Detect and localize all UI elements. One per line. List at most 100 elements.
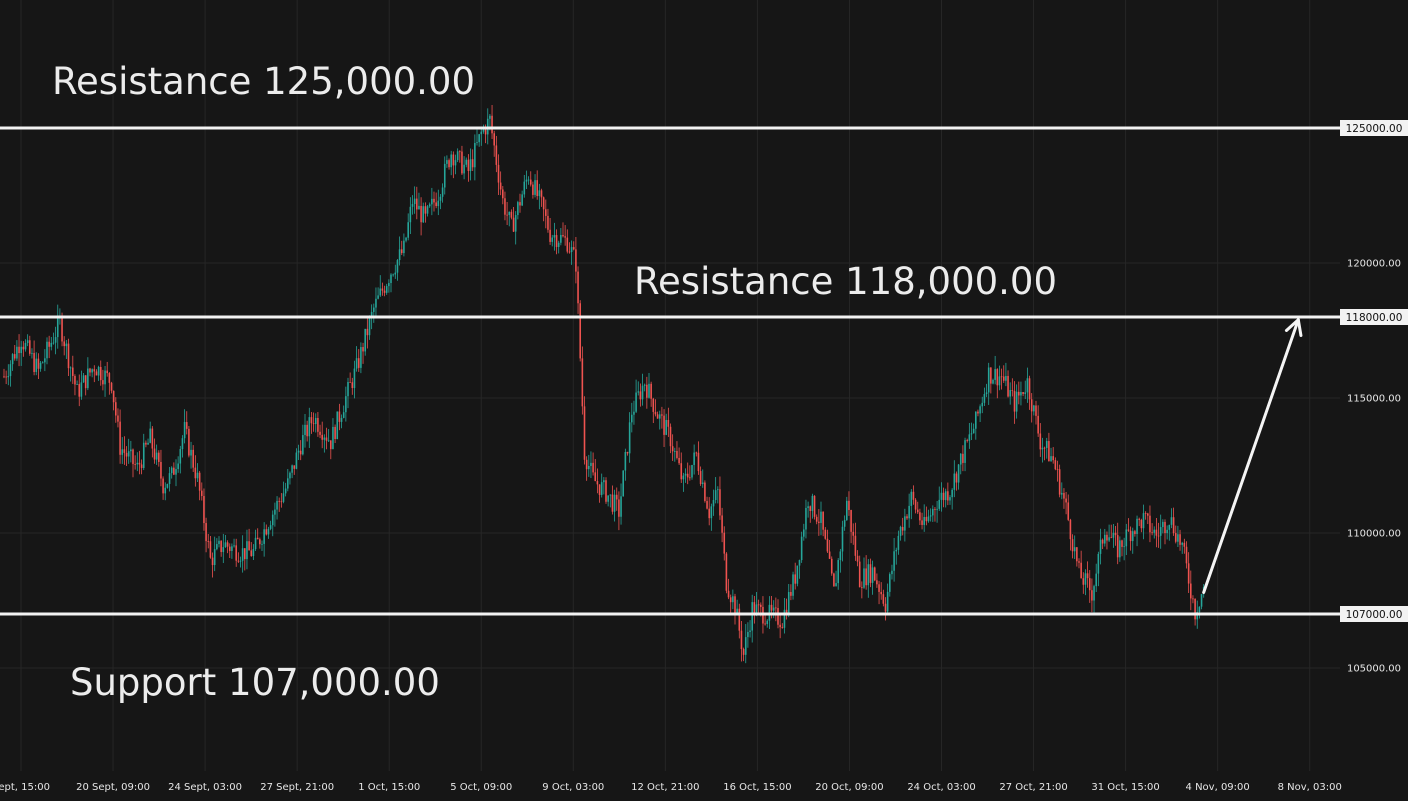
- candle-body: [388, 283, 390, 287]
- candle-body: [3, 376, 5, 378]
- candle-body: [631, 414, 633, 423]
- candle-body: [822, 511, 824, 530]
- candle-body: [519, 202, 521, 206]
- candle-body: [794, 574, 796, 584]
- candle-body: [839, 551, 842, 561]
- candle-body: [37, 358, 40, 369]
- candle-body: [517, 202, 519, 216]
- candle-body: [949, 497, 951, 501]
- annotation-resistance-118000: Resistance 118,000.00: [634, 260, 1057, 303]
- candle-body: [332, 426, 334, 450]
- candle-body: [5, 376, 7, 378]
- candle-body: [271, 514, 274, 526]
- candle-body: [1035, 405, 1037, 416]
- level-tag-label: 107000.00: [1346, 609, 1403, 621]
- candle-body: [536, 180, 538, 197]
- candle-body: [886, 591, 889, 612]
- candle-body: [1037, 415, 1039, 434]
- candle-body: [336, 411, 339, 440]
- candle-body: [373, 307, 375, 312]
- candle-body: [437, 200, 440, 207]
- candle-body: [1108, 537, 1110, 541]
- candle-body: [701, 482, 704, 484]
- price-axis[interactable]: 105000.00 110000.00 115000.00 120000.00 1250…: [1340, 0, 1408, 801]
- candle-body: [699, 471, 702, 484]
- candle-body: [506, 214, 508, 216]
- candle-body: [1164, 521, 1166, 534]
- candle-body: [704, 482, 706, 501]
- candle-body: [280, 501, 283, 503]
- candle-body: [813, 495, 816, 517]
- candle-body: [435, 202, 437, 207]
- candle-body: [633, 411, 635, 415]
- candle-body: [1144, 513, 1147, 514]
- candle-body: [1063, 492, 1065, 499]
- candle-body: [648, 383, 650, 398]
- candle-body: [125, 452, 128, 457]
- candle-body: [826, 538, 829, 552]
- candle-body: [1091, 590, 1093, 601]
- candle-body: [289, 472, 291, 479]
- candle-body: [203, 496, 205, 524]
- candle-body: [263, 529, 265, 544]
- candle-body: [938, 499, 941, 509]
- level-tag-107000: [1340, 606, 1408, 622]
- candle-body: [377, 295, 379, 299]
- candle-body: [181, 438, 184, 450]
- candle-body: [998, 376, 1001, 386]
- candle-body: [979, 406, 981, 414]
- candle-body: [474, 143, 476, 168]
- candle-body: [398, 249, 401, 261]
- candle-body: [867, 564, 870, 586]
- candle-body: [854, 535, 857, 556]
- candle-body: [603, 480, 605, 483]
- candle-body: [876, 580, 878, 585]
- candle-body: [82, 375, 85, 383]
- candle-body: [495, 145, 498, 165]
- candle-body: [891, 570, 893, 575]
- x-tick-label: Sept, 15:00: [0, 782, 50, 793]
- candle-body: [925, 516, 928, 522]
- candle-body: [906, 516, 908, 519]
- candle-body: [431, 198, 433, 205]
- candle-body: [390, 274, 392, 284]
- candle-body: [201, 490, 203, 497]
- level-annotations: Resistance 125,000.00 Resistance 118,000…: [52, 60, 1057, 704]
- candle-body: [1005, 376, 1007, 381]
- candle-body: [1022, 392, 1024, 394]
- candle-body: [796, 565, 799, 584]
- candle-body: [1198, 606, 1201, 613]
- candle-body: [54, 337, 57, 343]
- candle-body: [940, 492, 943, 500]
- candle-body: [476, 142, 478, 144]
- candle-body: [936, 508, 938, 510]
- candle-body: [1030, 399, 1033, 412]
- candle-body: [357, 358, 360, 368]
- candle-body: [667, 420, 670, 427]
- candle-body: [777, 608, 779, 625]
- candle-body: [757, 604, 760, 606]
- candle-body: [932, 508, 934, 516]
- candle-body: [93, 369, 96, 372]
- candle-body: [1168, 524, 1171, 530]
- candle-body: [585, 459, 588, 470]
- candle-body: [345, 396, 347, 413]
- candle-body: [637, 391, 640, 393]
- candle-body: [747, 631, 749, 638]
- time-axis[interactable]: Sept, 15:00 20 Sept, 09:00 24 Sept, 03:00 2…: [0, 771, 1342, 801]
- candle-body: [1177, 534, 1179, 542]
- candle-body: [824, 529, 827, 539]
- candle-body: [65, 343, 68, 347]
- candle-body: [899, 526, 902, 536]
- candle-body: [549, 229, 551, 242]
- candle-body: [968, 434, 971, 441]
- candle-body: [1190, 583, 1192, 599]
- candle-body: [538, 190, 541, 197]
- candle-body: [56, 317, 59, 338]
- candle-body: [1067, 502, 1070, 520]
- candle-body: [656, 414, 659, 419]
- candle-body: [239, 560, 242, 562]
- candle-body: [779, 624, 781, 628]
- candle-body: [852, 531, 855, 536]
